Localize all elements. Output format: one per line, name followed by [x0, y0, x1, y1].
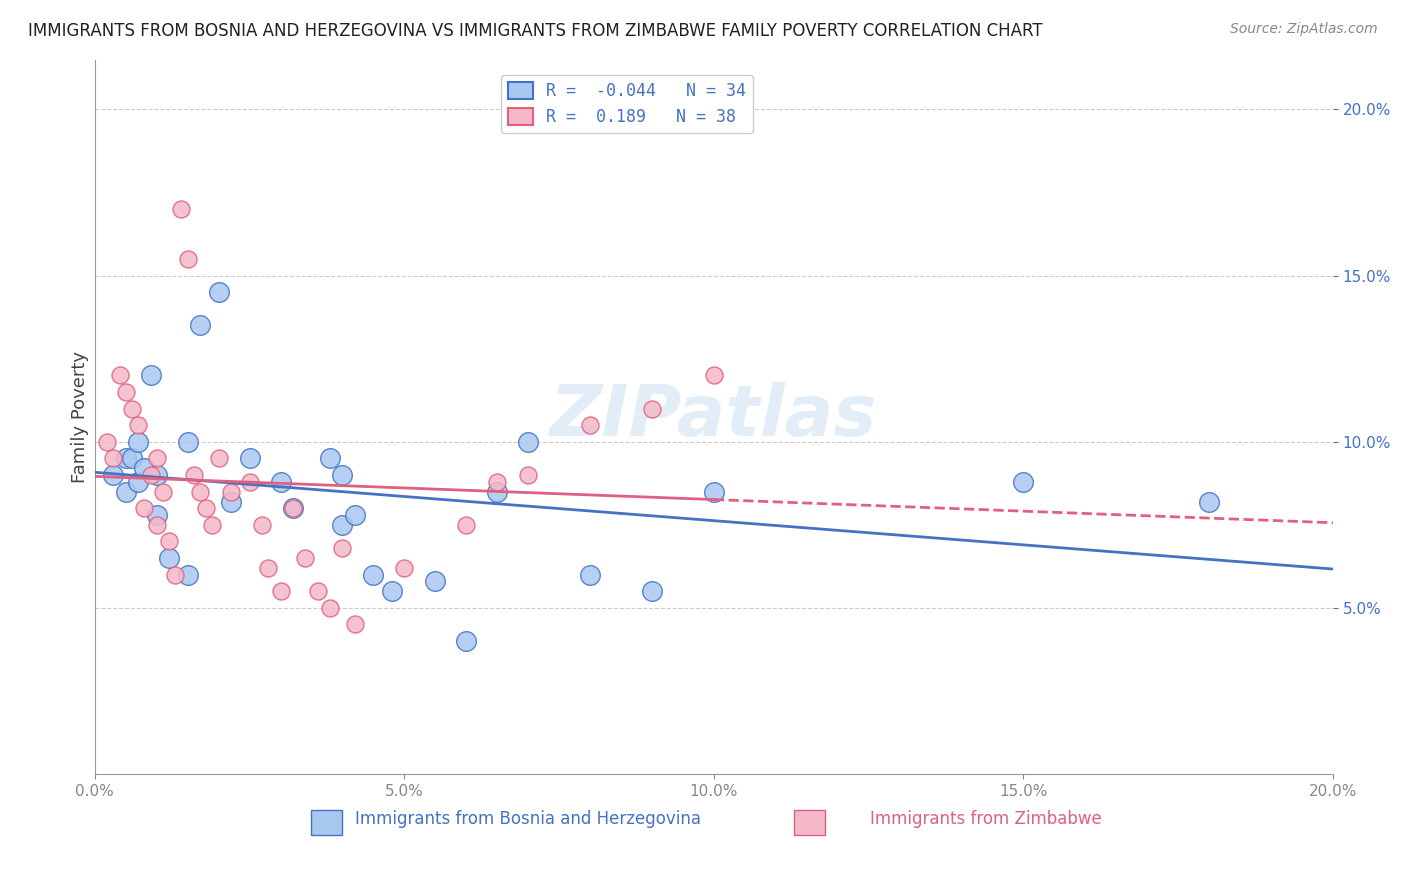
Point — [176, 567, 198, 582]
Point — [176, 252, 198, 266]
Point — [281, 501, 304, 516]
Point — [238, 451, 260, 466]
Point — [238, 475, 260, 489]
Text: Immigrants from Zimbabwe: Immigrants from Zimbabwe — [870, 810, 1102, 828]
Point — [134, 501, 156, 516]
Point — [201, 517, 224, 532]
Point — [114, 451, 136, 466]
Point — [332, 541, 354, 555]
Point — [332, 517, 354, 532]
Point — [319, 451, 342, 466]
Point — [1012, 475, 1035, 489]
Point — [114, 384, 136, 399]
Point — [207, 451, 229, 466]
Point — [152, 484, 174, 499]
Point — [332, 467, 354, 482]
Point — [103, 467, 125, 482]
Point — [145, 467, 167, 482]
Text: Source: ZipAtlas.com: Source: ZipAtlas.com — [1230, 22, 1378, 37]
Point — [456, 517, 478, 532]
Point — [517, 467, 540, 482]
Point — [145, 451, 167, 466]
Point — [165, 567, 187, 582]
Point — [139, 467, 162, 482]
Point — [486, 484, 509, 499]
Legend: R =  -0.044   N = 34, R =  0.189   N = 38: R = -0.044 N = 34, R = 0.189 N = 38 — [502, 75, 754, 133]
Point — [145, 508, 167, 522]
Point — [579, 418, 602, 433]
Point — [257, 561, 280, 575]
Point — [307, 584, 329, 599]
Point — [641, 584, 664, 599]
Point — [170, 202, 193, 216]
Text: IMMIGRANTS FROM BOSNIA AND HERZEGOVINA VS IMMIGRANTS FROM ZIMBABWE FAMILY POVERT: IMMIGRANTS FROM BOSNIA AND HERZEGOVINA V… — [28, 22, 1043, 40]
Point — [281, 501, 304, 516]
Point — [127, 418, 149, 433]
Point — [183, 467, 205, 482]
Point — [294, 551, 316, 566]
Text: Immigrants from Bosnia and Herzegovina: Immigrants from Bosnia and Herzegovina — [356, 810, 702, 828]
Point — [517, 434, 540, 449]
Point — [188, 318, 211, 333]
Point — [157, 534, 180, 549]
Point — [579, 567, 602, 582]
Point — [381, 584, 404, 599]
Point — [121, 401, 143, 416]
Point — [127, 434, 149, 449]
Point — [121, 451, 143, 466]
FancyBboxPatch shape — [312, 810, 343, 835]
Point — [219, 484, 242, 499]
Point — [195, 501, 218, 516]
Point — [139, 368, 162, 383]
Point — [486, 475, 509, 489]
Point — [219, 494, 242, 508]
Point — [188, 484, 211, 499]
Point — [270, 584, 292, 599]
Point — [176, 434, 198, 449]
Point — [145, 517, 167, 532]
Point — [96, 434, 118, 449]
Point — [394, 561, 416, 575]
Point — [703, 484, 725, 499]
Point — [343, 617, 366, 632]
Point — [363, 567, 385, 582]
Point — [250, 517, 273, 532]
Point — [319, 600, 342, 615]
Point — [157, 551, 180, 566]
Point — [343, 508, 366, 522]
Y-axis label: Family Poverty: Family Poverty — [72, 351, 89, 483]
Point — [703, 368, 725, 383]
Point — [134, 461, 156, 475]
Point — [108, 368, 131, 383]
Point — [1198, 494, 1220, 508]
Point — [425, 574, 447, 589]
Point — [641, 401, 664, 416]
Text: ZIPatlas: ZIPatlas — [550, 383, 877, 451]
FancyBboxPatch shape — [794, 810, 825, 835]
Point — [270, 475, 292, 489]
Point — [103, 451, 125, 466]
Point — [207, 285, 229, 300]
Point — [127, 475, 149, 489]
Point — [456, 634, 478, 648]
Point — [114, 484, 136, 499]
